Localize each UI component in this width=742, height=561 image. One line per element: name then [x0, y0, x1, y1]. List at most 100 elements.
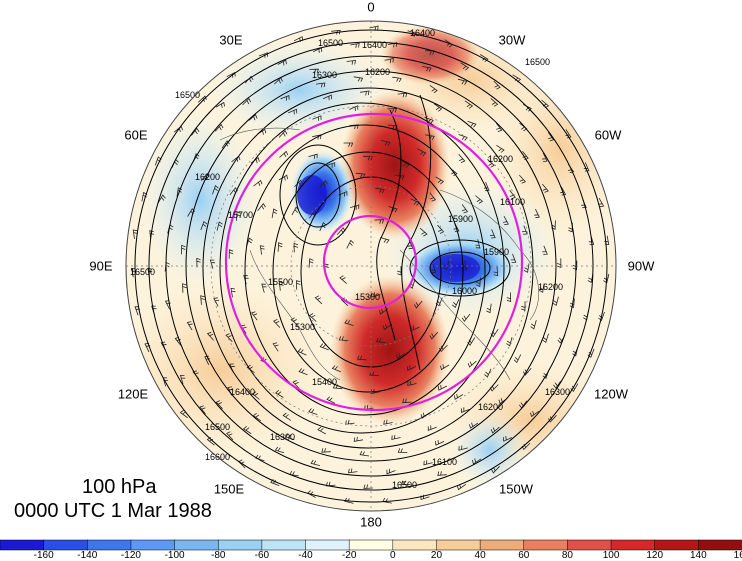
wind-barb: [460, 62, 470, 71]
wind-barb: [346, 239, 354, 249]
wind-barb: [467, 360, 477, 368]
colorbar-swatch: [654, 539, 700, 551]
wind-barb: [493, 266, 499, 277]
lon-label-180: 180: [360, 514, 382, 530]
colorbar-swatch: [523, 539, 569, 551]
wind-barb: [407, 239, 414, 250]
wind-barb: [310, 459, 320, 466]
wind-barb: [374, 219, 385, 224]
wind-barb: [215, 400, 223, 410]
colorbar-swatch: [348, 539, 394, 551]
wind-barb: [556, 258, 562, 268]
contour-label: 16400: [362, 40, 387, 50]
colorbar-swatch: [479, 539, 525, 551]
wind-barb: [280, 95, 290, 101]
wind-barb: [293, 242, 299, 253]
graticule: [126, 21, 616, 511]
wind-barb: [273, 319, 281, 328]
wind-barb: [356, 355, 367, 361]
contour-label: 16300: [545, 387, 570, 397]
wind-barb: [315, 82, 326, 88]
wind-barb: [326, 162, 336, 168]
wind-barb: [503, 436, 513, 442]
wind-barb: [277, 242, 283, 252]
wind-barb: [248, 114, 258, 121]
wind-barb: [182, 283, 187, 293]
wind-barb: [429, 84, 438, 94]
lon-label-60w: 60W: [594, 127, 622, 143]
wind-barb: [433, 103, 443, 112]
wind-barb: [200, 220, 208, 231]
contour-label: 16200: [488, 154, 513, 164]
wind-barb: [388, 206, 398, 213]
wind-barb: [314, 295, 323, 305]
contour-label: 15400: [312, 377, 337, 387]
contour-label: 16100: [500, 197, 525, 207]
wind-barb: [400, 480, 411, 485]
wind-barb: [199, 405, 206, 415]
wind-barb: [380, 140, 391, 147]
colorbar-tick-label: 120: [646, 550, 664, 561]
wind-barb: [317, 426, 326, 435]
outer-highlight-circle: [224, 112, 524, 412]
wind-barb: [214, 123, 224, 132]
contour-label: 16200: [365, 67, 390, 77]
contour-label: 16200: [538, 282, 563, 292]
wind-barb: [469, 422, 479, 429]
colorbar-swatch: [567, 539, 612, 551]
wind-barb: [496, 144, 505, 153]
colorbar-tick-label: -60: [254, 550, 270, 561]
wind-barb: [452, 299, 460, 309]
wind-barb: [350, 204, 360, 210]
wind-barb: [242, 425, 252, 434]
wind-barb: [212, 185, 219, 195]
wind-barb: [430, 264, 437, 274]
wind-barb: [355, 172, 366, 178]
colorbar-tick-label: -120: [120, 550, 141, 561]
contour-label: 15700: [228, 210, 253, 220]
wind-barb: [371, 292, 381, 298]
wind-barb: [360, 90, 370, 96]
wind-barb: [487, 159, 495, 168]
wind-barb: [285, 433, 295, 441]
wind-barb: [387, 108, 397, 113]
contour-label: 16300: [312, 70, 337, 80]
wind-barb: [292, 380, 300, 389]
wind-barb: [308, 408, 318, 415]
colorbar-tick-label: 80: [561, 550, 573, 561]
wind-barb: [349, 105, 359, 112]
wind-barb: [407, 380, 417, 387]
wind-barb: [230, 287, 236, 298]
contour-label: 16500: [525, 57, 550, 67]
colorbar-tick-label: -100: [164, 550, 185, 561]
wind-barb: [279, 150, 289, 158]
wind-barb: [221, 140, 230, 149]
contour-label: 16200: [478, 402, 503, 412]
wind-barb: [339, 275, 347, 284]
wind-barb: [378, 308, 389, 315]
wind-barb: [407, 30, 417, 37]
contour-label: 16200: [195, 172, 220, 182]
wind-barb: [277, 59, 287, 66]
wind-barb: [490, 426, 500, 434]
contour-label: 16500: [130, 267, 155, 277]
wind-barb: [383, 419, 393, 425]
contour-label: 16500: [175, 90, 200, 100]
wind-barb: [397, 265, 402, 276]
wind-barb: [402, 398, 412, 404]
inner-highlight-circle: [322, 214, 418, 310]
lon-label-90w: 90W: [627, 258, 655, 274]
wind-barb: [530, 410, 540, 418]
wind-barb: [272, 342, 279, 352]
colorbar-swatch: [43, 539, 89, 551]
wind-barb: [502, 216, 509, 226]
wind-barb: [386, 468, 396, 475]
wind-barb: [598, 311, 605, 322]
lon-label-0: 0: [367, 0, 375, 15]
wind-barb: [510, 253, 517, 263]
wind-barb: [236, 211, 241, 221]
wind-barb: [542, 245, 548, 255]
wind-barb: [278, 130, 288, 138]
wind-barb: [541, 152, 548, 162]
